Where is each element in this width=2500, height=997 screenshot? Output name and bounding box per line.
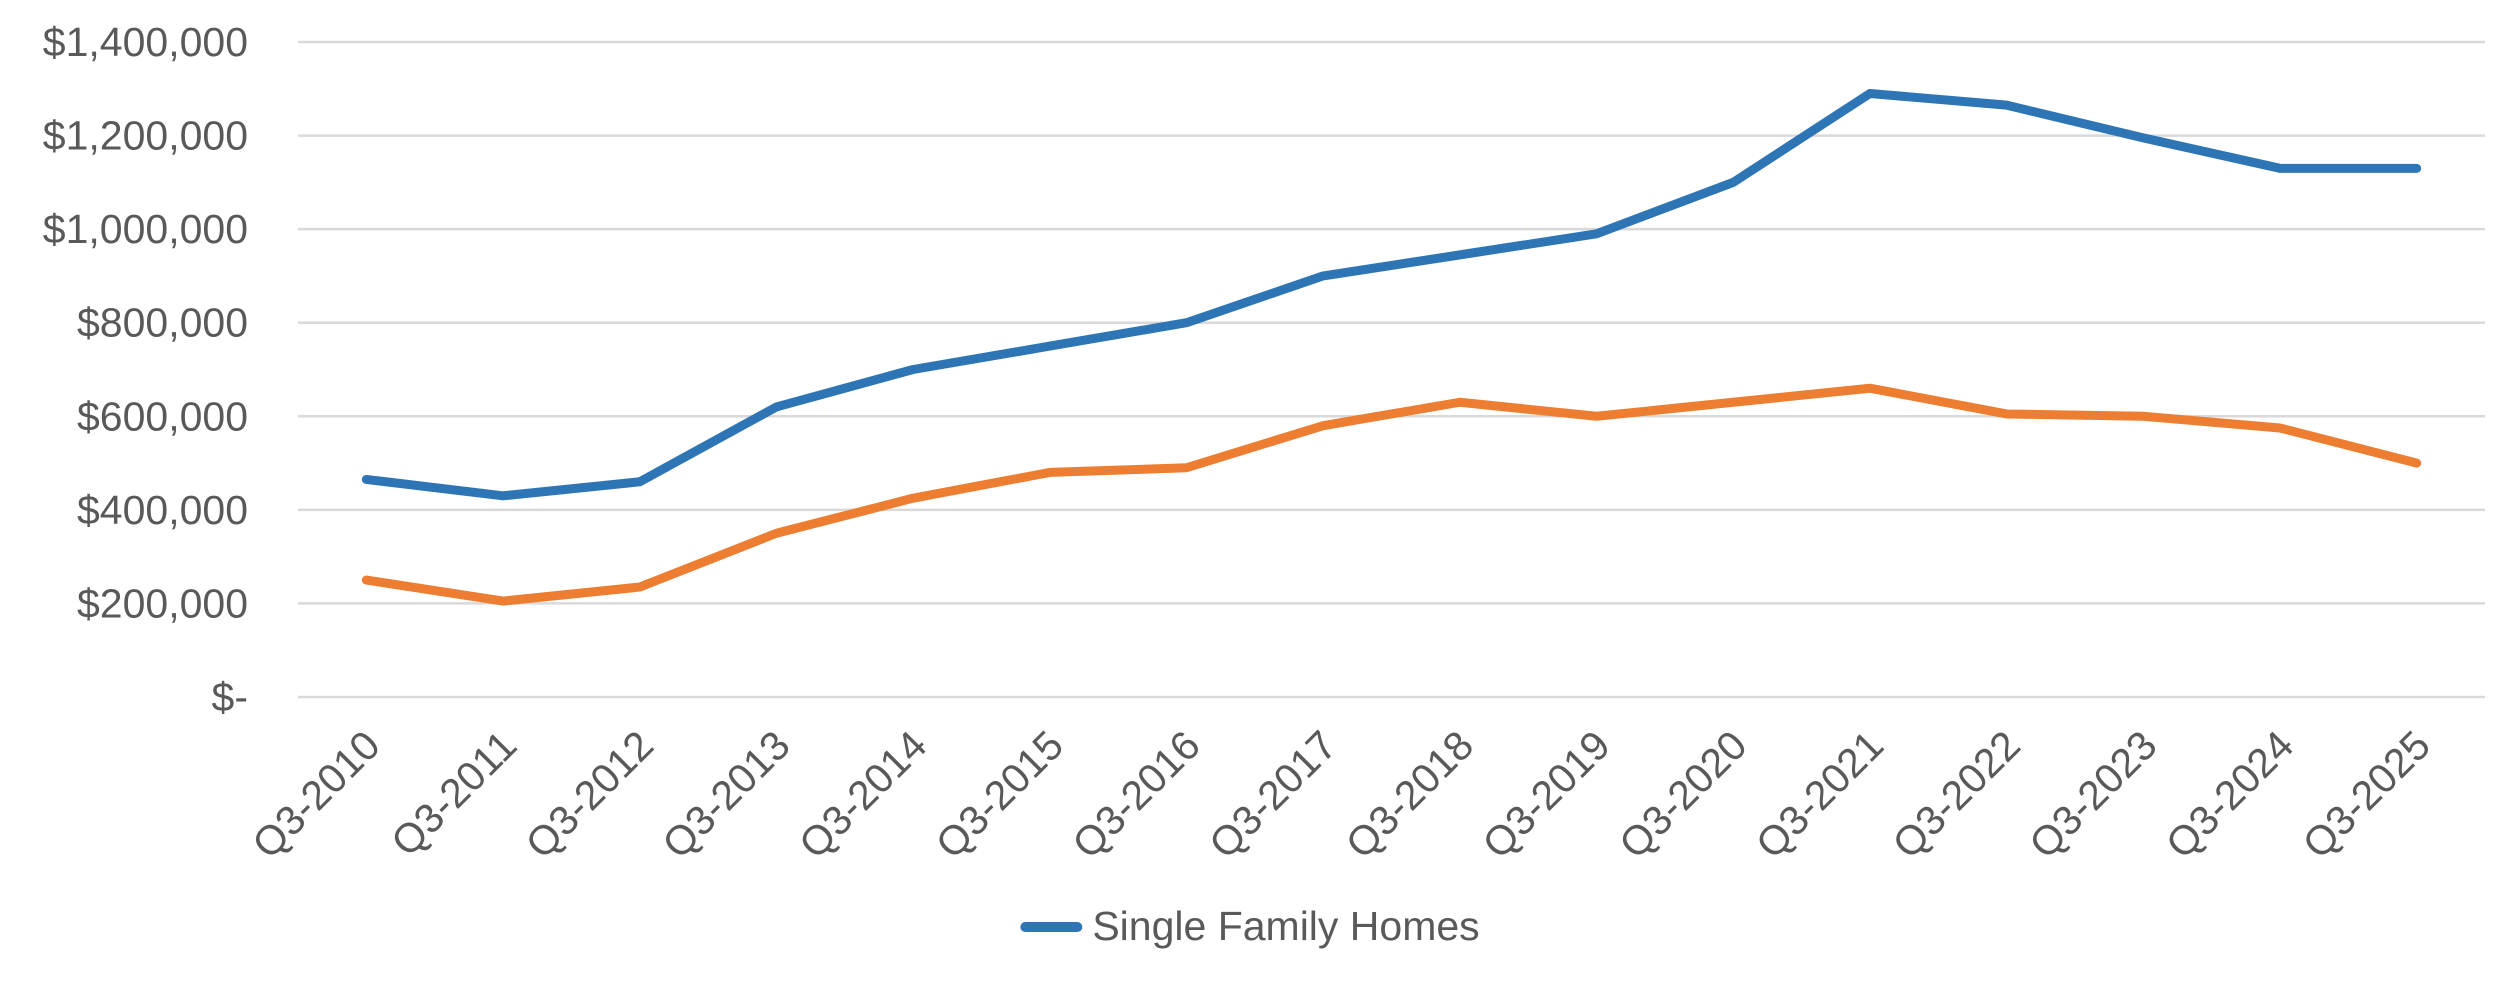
x-axis-tick-label: Q3-2023 [2020,722,2165,867]
y-axis-tick-label: $600,000 [77,393,248,439]
x-axis-tick-label: Q3-2021 [1747,722,1892,867]
x-axis-tick-label: Q3-2013 [653,722,798,867]
x-axis-tick-label: Q3-2011 [382,722,525,865]
x-axis-tick-label: Q3-2020 [1610,722,1755,867]
x-axis-tick-label: Q3-2022 [1884,722,2029,867]
y-axis-tick-label: $1,200,000 [43,113,248,159]
legend-line-icon [1020,921,1083,932]
y-axis-tick-label: $1,400,000 [43,19,248,65]
x-axis-tick-label: Q3-2017 [1200,722,1345,867]
x-axis-tick-label: Q3-2025 [2294,722,2439,867]
x-axis-tick-label: Q3-2010 [243,722,388,867]
x-axis-tick-label: Q3-2014 [790,722,935,867]
x-axis-tick-label: Q3-2016 [1063,722,1208,867]
x-axis-tick-label: Q3-2024 [2157,722,2302,867]
y-axis-tick-label: $- [212,674,248,720]
x-axis-tick-label: Q3-2012 [517,722,662,867]
y-axis-tick-label: $1,000,000 [43,206,248,252]
legend-label: Single Family Homes [1092,903,1480,949]
x-axis-tick-label: Q3-2018 [1337,722,1482,867]
x-axis-tick-label: Q3-2015 [927,722,1072,867]
legend: Single Family Homes [1020,903,1480,949]
series-line-single-family-homes [361,88,2422,501]
series-line-secondary [361,383,2422,606]
y-axis-tick-label: $200,000 [77,580,248,626]
y-axis-tick-label: $400,000 [77,487,248,533]
x-axis-tick-label: Q3-2019 [1474,722,1619,867]
y-axis-tick-label: $800,000 [77,300,248,346]
